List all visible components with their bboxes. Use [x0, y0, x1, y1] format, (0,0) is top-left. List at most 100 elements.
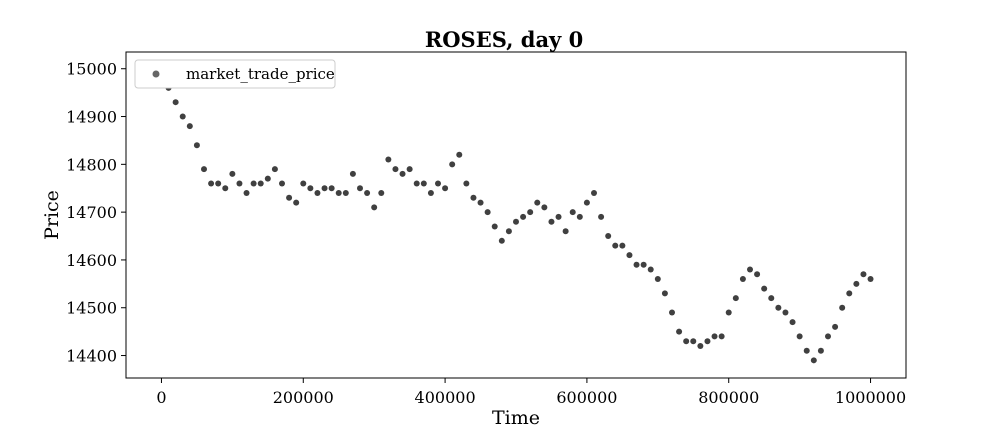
data-point — [505, 228, 512, 235]
x-tick-label: 800000 — [698, 388, 759, 407]
data-point — [484, 209, 491, 216]
data-point — [782, 309, 789, 316]
data-point — [243, 190, 250, 197]
legend-label: market_trade_price — [186, 65, 335, 83]
data-point — [846, 290, 853, 297]
data-point — [186, 123, 193, 130]
data-point — [250, 180, 257, 187]
x-tick-label: 0 — [156, 388, 166, 407]
legend-box — [134, 59, 336, 89]
data-point — [548, 218, 555, 225]
data-point — [364, 190, 371, 197]
data-point — [676, 328, 683, 335]
data-point — [449, 161, 456, 168]
data-point — [810, 357, 817, 364]
data-point — [236, 180, 243, 187]
data-point — [789, 319, 796, 326]
data-point — [654, 276, 661, 283]
data-point — [335, 190, 342, 197]
data-point — [286, 194, 293, 201]
x-ticks: 0 200000 400000 600000 800000 1000000 — [156, 378, 906, 407]
data-point — [427, 190, 434, 197]
data-point — [456, 151, 463, 158]
data-point — [612, 242, 619, 249]
data-point — [406, 166, 413, 173]
y-ticks: 14400 14500 14600 14700 14800 14900 15000 — [66, 60, 126, 366]
data-point — [803, 347, 810, 354]
x-tick-label: 600000 — [556, 388, 617, 407]
data-point — [704, 338, 711, 345]
data-point — [761, 285, 768, 292]
data-point — [385, 156, 392, 163]
y-tick-label: 14500 — [66, 299, 117, 318]
data-point — [626, 252, 633, 259]
data-point — [775, 304, 782, 311]
data-point — [853, 280, 860, 287]
plot-frame — [125, 51, 907, 379]
data-point — [357, 185, 363, 192]
data-point — [201, 166, 207, 173]
data-point — [307, 185, 314, 192]
data-point — [229, 170, 236, 177]
data-point — [598, 213, 605, 220]
data-point — [264, 175, 271, 182]
data-point — [534, 199, 541, 206]
data-point — [619, 242, 626, 249]
data-point — [690, 338, 697, 345]
data-point — [825, 333, 831, 340]
x-axis-label: Time — [492, 407, 540, 429]
data-point — [683, 338, 690, 345]
data-point — [747, 266, 753, 273]
data-point — [179, 113, 186, 120]
data-point — [583, 199, 590, 206]
data-point — [576, 213, 583, 220]
data-point — [796, 333, 803, 340]
data-point — [257, 180, 264, 187]
data-point — [293, 199, 300, 206]
y-axis-label: Price — [41, 190, 63, 240]
data-point — [739, 276, 746, 283]
data-point — [314, 190, 321, 197]
data-point — [321, 185, 328, 192]
data-point — [271, 166, 278, 173]
data-point — [371, 204, 378, 211]
data-point — [328, 185, 335, 192]
y-tick-label: 14600 — [66, 251, 117, 270]
data-point — [633, 261, 640, 268]
data-point — [697, 342, 704, 349]
x-tick-label: 1000000 — [835, 388, 906, 407]
data-point — [215, 180, 222, 187]
legend-marker — [152, 70, 160, 78]
data-point — [513, 218, 519, 225]
data-point — [463, 180, 470, 187]
data-point — [470, 194, 477, 201]
data-point — [725, 309, 732, 316]
y-tick-label: 14400 — [66, 347, 117, 366]
data-point — [732, 295, 739, 302]
data-point — [477, 199, 484, 206]
data-point — [300, 180, 307, 187]
data-point — [435, 180, 441, 187]
x-tick-label: 400000 — [415, 388, 476, 407]
data-point — [442, 185, 449, 192]
data-point — [754, 271, 761, 278]
data-point — [640, 261, 647, 268]
data-point — [661, 290, 668, 297]
data-point — [768, 295, 775, 302]
data-point — [378, 190, 385, 197]
data-point — [498, 237, 505, 244]
x-tick-label: 200000 — [273, 388, 334, 407]
data-point — [208, 180, 215, 187]
y-tick-label: 15000 — [66, 60, 117, 79]
data-point — [172, 99, 179, 106]
data-point — [669, 309, 675, 316]
data-point — [491, 223, 498, 230]
points-layer — [158, 65, 874, 364]
data-point — [420, 180, 427, 187]
data-point — [817, 347, 824, 354]
data-point — [342, 190, 349, 197]
data-point — [520, 213, 527, 220]
data-point — [413, 180, 420, 187]
data-point — [399, 170, 406, 177]
